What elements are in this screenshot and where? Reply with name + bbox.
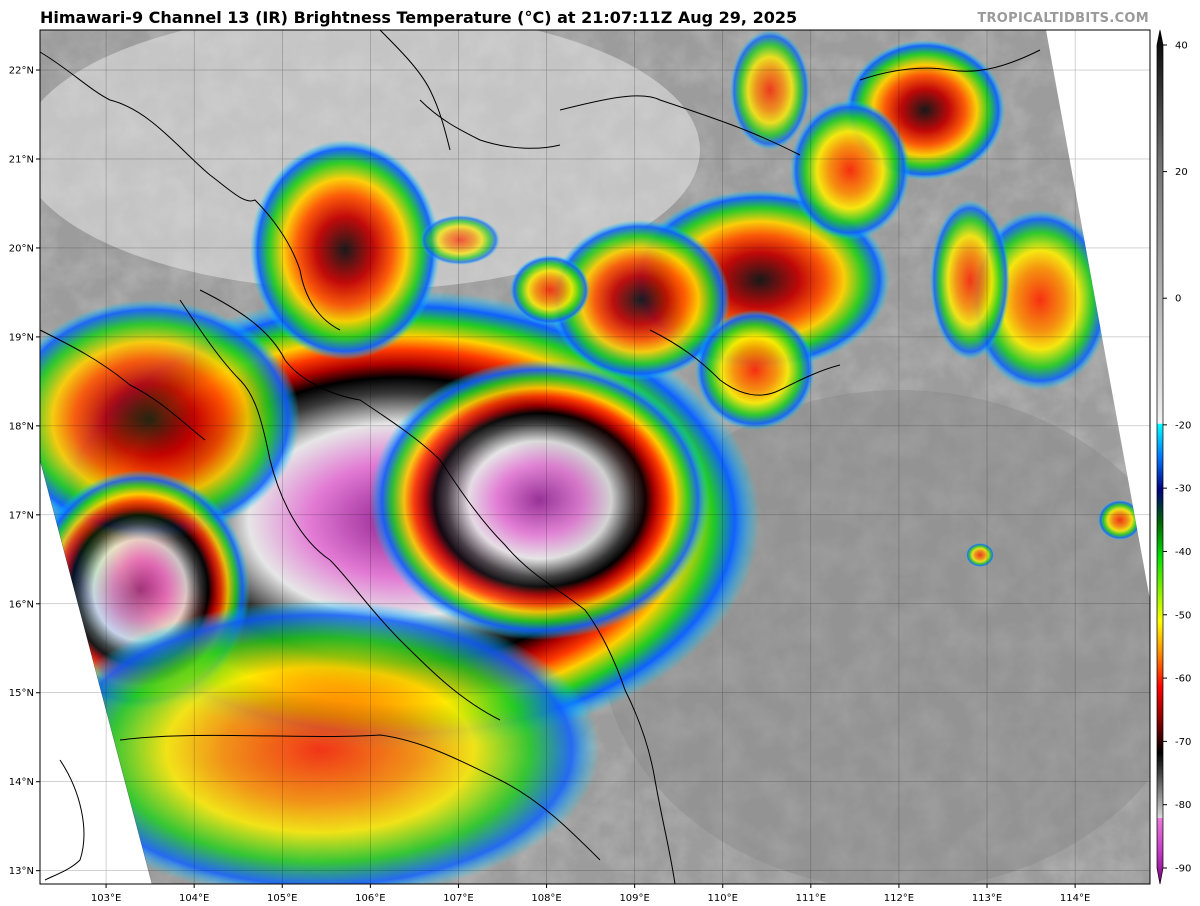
- axes-frame: [39, 29, 1151, 885]
- lon-tick-label: 104°E: [179, 893, 209, 904]
- lat-tick-label: 18°N: [9, 421, 34, 432]
- colorbar-tick-label: -30: [1175, 484, 1191, 495]
- lon-tick-label: 108°E: [531, 893, 561, 904]
- lon-tick-label: 112°E: [884, 893, 914, 904]
- longitude-axis: 103°E 104°E 105°E 106°E 107°E 108°E 109°E 110°E…: [91, 884, 1090, 904]
- lat-tick-label: 16°N: [9, 599, 34, 610]
- lon-tick-label: 106°E: [355, 893, 385, 904]
- map-title: Himawari-9 Channel 13 (IR) Brightness Te…: [40, 8, 798, 27]
- latitude-axis: 13°N 14°N 15°N 16°N 17°N 18°N 19°N 20°N 21°N 22°N: [9, 66, 40, 877]
- lon-tick-label: 103°E: [91, 893, 121, 904]
- coastlines-and-borders: [39, 29, 1041, 885]
- lon-tick-label: 110°E: [708, 893, 738, 904]
- lat-tick-label: 19°N: [9, 332, 34, 343]
- colorbar-tick-label: -20: [1175, 420, 1191, 431]
- lat-tick-label: 14°N: [9, 777, 34, 788]
- colorbar-tick-label: 0: [1175, 294, 1181, 305]
- lon-tick-label: 113°E: [972, 893, 1002, 904]
- colorbar-tick-label: 20: [1175, 167, 1188, 178]
- colorbar-tick-label: -80: [1175, 800, 1191, 811]
- lat-tick-label: 15°N: [9, 688, 34, 699]
- colorbar-tick-label: -90: [1175, 864, 1191, 875]
- lon-tick-label: 109°E: [619, 893, 649, 904]
- lat-lon-grid: [40, 30, 1150, 884]
- lat-tick-label: 22°N: [9, 66, 34, 77]
- colorbar-tick-label: -60: [1175, 674, 1191, 685]
- satellite-imagery: [40, 30, 1150, 884]
- lat-tick-label: 17°N: [9, 510, 34, 521]
- lon-tick-label: 107°E: [443, 893, 473, 904]
- colorbar-tick-label: 40: [1175, 41, 1188, 52]
- lat-tick-label: 20°N: [9, 243, 34, 254]
- lat-tick-label: 21°N: [9, 154, 34, 165]
- colorbar: 40 20 0 -20 -30 -40 -50 -60 -70 -80 -90: [1156, 29, 1191, 885]
- colorbar-tick-label: -50: [1175, 610, 1191, 621]
- colorbar-tick-label: -70: [1175, 737, 1191, 748]
- lat-tick-label: 13°N: [9, 866, 34, 877]
- source-credit: TROPICALTIDBITS.COM: [977, 11, 1149, 26]
- lon-tick-label: 111°E: [796, 893, 826, 904]
- colorbar-tick-label: -40: [1175, 547, 1191, 558]
- lon-tick-label: 105°E: [267, 893, 297, 904]
- lon-tick-label: 114°E: [1060, 893, 1090, 904]
